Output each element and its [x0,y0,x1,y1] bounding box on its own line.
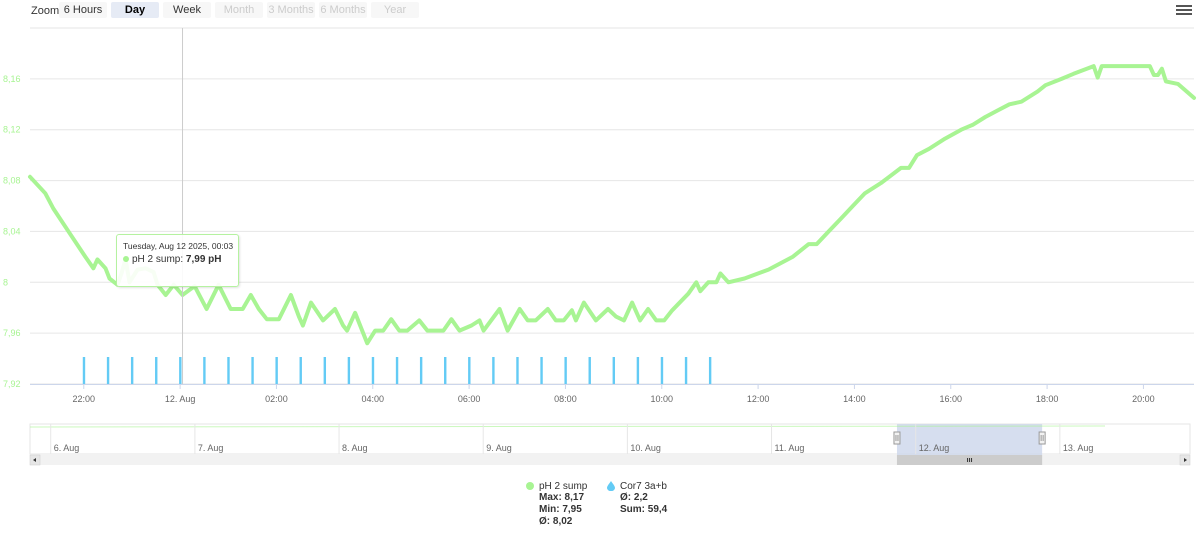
cor7-bar [251,357,254,384]
x-tick-label: 08:00 [554,394,577,404]
scroll-right-arrow-icon [1184,458,1187,462]
navigator-handle[interactable] [1038,431,1046,445]
tooltip-series-name: pH 2 sump [132,254,181,265]
legend-ph-max: Max: 8,17 [539,492,585,503]
cor7-bar [419,357,423,384]
cor7-series [82,357,712,384]
navigator-layer: 6. Aug 7. Aug 8. Aug 9. Aug 10. Aug 11. Aug 12… [29,423,1191,466]
navigator-label: 6. Aug [54,443,80,453]
cor7-bar [179,357,182,384]
ph-line [28,64,1196,346]
navigator-label: 13. Aug [1063,443,1094,453]
legend-item-ph[interactable]: pH 2 sump Max: 8,17 Min: 7,95 Ø: 8,02 [526,481,587,528]
y-tick-label: 8,16 [3,74,21,84]
y-tick-label: 7,92 [3,379,21,389]
legend-ph-name: pH 2 sump [539,481,588,492]
cor7-bar [82,357,86,384]
cor7-bar [130,357,134,384]
x-tick-label: 12. Aug [165,394,196,404]
ph-chart: 7,92 7,96 8 8,04 8,08 8,12 8,16 22:00 12. Aug 02… [3,27,1196,404]
navigator-label: 11. Aug [775,443,805,453]
zoom-3-months-button: 3 Months [267,2,315,18]
cor7-bar [203,357,206,384]
navigator-label: 8. Aug [342,443,368,453]
ph-series [28,64,1196,346]
legend: pH 2 sump Max: 8,17 Min: 7,95 Ø: 8,02 Co… [526,481,686,533]
navigator-label: 10. Aug [630,443,661,453]
y-tick-label: 8,04 [3,226,21,236]
x-tick-label: 22:00 [73,394,96,404]
navigator-label: 7. Aug [198,443,224,453]
y-tick-label: 8 [3,277,8,287]
cor7-bar [564,357,567,384]
zoom-week-button[interactable]: Week [163,2,211,18]
cor7-bar [660,357,664,384]
y-tick-label: 8,12 [3,125,21,135]
legend-item-cor7[interactable]: Cor7 3a+b Ø: 2,2 Sum: 59,4 [607,481,667,516]
legend-cor7-name: Cor7 3a+b [620,481,667,492]
cor7-bar [227,357,230,384]
cor7-bar [684,357,688,384]
x-tick-label: 10:00 [651,394,674,404]
zoom-month-button: Month [215,2,263,18]
tooltip-dot-icon [123,256,129,262]
legend-ph-avg: Ø: 8,02 [539,516,573,527]
scrollbar-track [30,455,1190,465]
cor7-bar [299,357,302,384]
range-selector: Zoom 6 Hours Day Week Month 3 Months 6 M… [0,0,1200,22]
cor7-bar [106,357,110,384]
navigator-label: 12. Aug [919,443,950,453]
tooltip-date: Tuesday, Aug 12 2025, 00:03 [123,241,234,251]
cor7-bar [275,357,278,384]
x-tick-label: 14:00 [843,394,866,404]
y-tick-label: 8,08 [3,176,21,186]
zoom-day-button[interactable]: Day [111,2,159,18]
cor7-bar [636,357,640,384]
x-axis-ticks: 22:00 12. Aug 02:00 04:00 06:00 08:00 10:00 12:… [30,384,1194,404]
x-tick-label: 12:00 [747,394,770,404]
y-axis-ticks: 7,92 7,96 8 8,04 8,08 8,12 8,16 [3,74,21,389]
x-tick-label: 04:00 [362,394,385,404]
x-tick-label: 06:00 [458,394,481,404]
cor7-bar [323,357,327,384]
cor7-bar [155,357,158,384]
tooltip: Tuesday, Aug 12 2025, 00:03 pH 2 sump: 7… [116,234,239,287]
zoom-6-months-button: 6 Months [319,2,367,18]
cor7-bar [708,357,712,384]
cor7-bar [371,357,375,384]
legend-dot-icon [526,482,534,491]
cor7-bar [444,357,447,384]
cor7-bar [540,357,543,384]
cor7-bar [347,357,351,384]
scroll-left-arrow-icon [33,458,36,462]
legend-cor7-avg: Ø: 2,2 [620,492,648,503]
cor7-bar [468,357,471,384]
handle-box [893,431,901,445]
tooltip-line: pH 2 sump: 7,99 pH [123,254,222,265]
tooltip-value: 7,99 pH [185,254,222,265]
navigator-series-line [29,425,1106,428]
zoom-year-button: Year [371,2,419,18]
x-tick-label: 18:00 [1036,394,1059,404]
zoom-label: Zoom [31,5,60,17]
navigator-label: 9. Aug [486,443,512,453]
handle-box [1038,431,1046,445]
cor7-bar [492,357,495,384]
legend-ph-min: Min: 7,95 [539,504,582,515]
cor7-bar [516,357,519,384]
legend-cor7-sum: Sum: 59,4 [620,504,668,515]
x-tick-label: 02:00 [265,394,288,404]
cor7-bar [588,357,591,384]
y-tick-label: 7,96 [3,328,21,338]
x-tick-label: 20:00 [1132,394,1155,404]
x-tick-label: 16:00 [939,394,962,404]
cor7-bar [612,357,616,384]
droplet-icon [607,481,615,492]
zoom-6-hours-button[interactable]: 6 Hours [59,2,107,18]
hamburger-menu-icon[interactable] [1176,3,1192,17]
cor7-bar [395,357,399,384]
navigator-handle[interactable] [893,431,901,445]
